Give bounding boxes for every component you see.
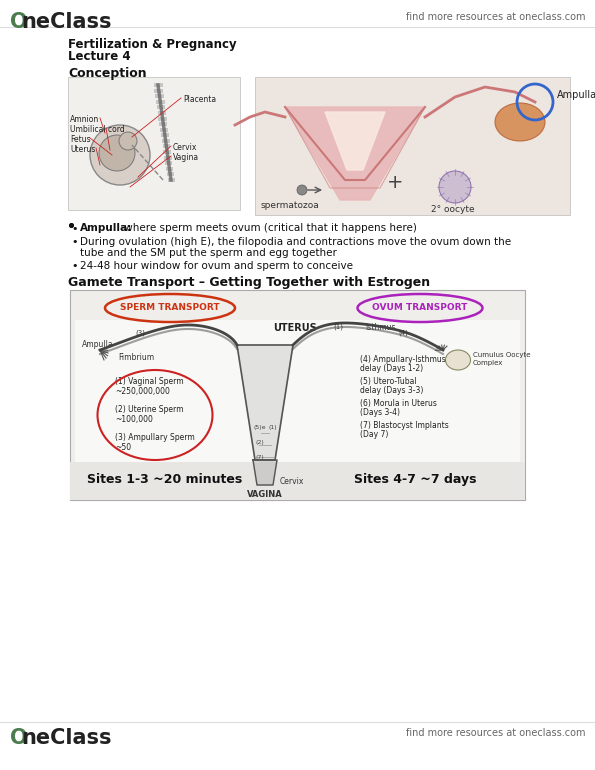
Text: (1): (1) — [333, 323, 343, 330]
Bar — [166, 167, 173, 171]
Text: (3): (3) — [135, 329, 145, 336]
Text: O: O — [10, 12, 27, 32]
Text: find more resources at oneclass.com: find more resources at oneclass.com — [406, 728, 585, 738]
Bar — [161, 133, 169, 137]
Bar — [159, 122, 167, 126]
Bar — [157, 105, 165, 109]
Text: (Day 7): (Day 7) — [360, 430, 389, 439]
Text: Fertilization & Pregnancy: Fertilization & Pregnancy — [68, 38, 237, 51]
Polygon shape — [285, 107, 425, 200]
Text: ~100,000: ~100,000 — [115, 415, 153, 424]
Ellipse shape — [446, 350, 471, 370]
Text: Gamete Transport – Getting Together with Estrogen: Gamete Transport – Getting Together with… — [68, 276, 430, 289]
Text: Placenta: Placenta — [183, 95, 216, 103]
Bar — [156, 100, 165, 104]
Bar — [158, 116, 167, 121]
Text: 2° oocyte: 2° oocyte — [431, 205, 475, 214]
Bar — [165, 161, 173, 166]
Text: spermatozoa: spermatozoa — [261, 201, 320, 210]
Text: (2): (2) — [256, 440, 264, 445]
Text: Vagina: Vagina — [173, 152, 199, 162]
Text: Amnion: Amnion — [70, 115, 99, 123]
Text: +: + — [387, 173, 403, 192]
Text: Cumulus Oocyte
Complex: Cumulus Oocyte Complex — [473, 352, 531, 366]
Circle shape — [297, 185, 307, 195]
Text: (2) Uterine Sperm: (2) Uterine Sperm — [115, 405, 183, 414]
Polygon shape — [237, 345, 293, 460]
Text: neClass: neClass — [21, 12, 111, 32]
Text: UTERUS: UTERUS — [273, 323, 317, 333]
Text: •: • — [71, 224, 77, 234]
Text: ~250,000,000: ~250,000,000 — [115, 387, 170, 396]
Text: ~50: ~50 — [115, 443, 131, 452]
Text: Isthmus: Isthmus — [365, 323, 396, 332]
Polygon shape — [253, 460, 277, 485]
Text: Ampulla:: Ampulla: — [80, 223, 132, 233]
Circle shape — [439, 171, 471, 203]
Text: Umbilical cord: Umbilical cord — [70, 125, 125, 133]
Text: VAGINA: VAGINA — [247, 490, 283, 499]
Bar — [70, 290, 525, 500]
Bar — [162, 139, 170, 143]
Text: During ovulation (high E), the filopodia and contractions move the ovum down the: During ovulation (high E), the filopodia… — [80, 237, 511, 247]
Text: Sites 1-3 ~20 minutes: Sites 1-3 ~20 minutes — [87, 473, 243, 486]
Bar — [168, 178, 174, 182]
Text: Uterus: Uterus — [70, 145, 95, 153]
Text: Conception: Conception — [68, 67, 146, 80]
Text: Lecture 4: Lecture 4 — [68, 50, 131, 63]
Circle shape — [99, 135, 135, 171]
Circle shape — [90, 125, 150, 185]
Ellipse shape — [495, 103, 545, 141]
Circle shape — [119, 132, 137, 150]
Text: (7): (7) — [256, 455, 264, 460]
Text: find more resources at oneclass.com: find more resources at oneclass.com — [406, 12, 585, 22]
Bar — [155, 94, 164, 99]
Text: (3) Ampullary Sperm: (3) Ampullary Sperm — [115, 433, 195, 442]
Text: 24-48 hour window for ovum and sperm to conceive: 24-48 hour window for ovum and sperm to … — [80, 261, 353, 271]
Bar — [154, 83, 162, 87]
Text: (6) Morula in Uterus: (6) Morula in Uterus — [360, 399, 437, 408]
Bar — [158, 111, 166, 115]
Text: (7) Blastocyst Implants: (7) Blastocyst Implants — [360, 421, 449, 430]
Text: Ampulla: Ampulla — [557, 90, 595, 100]
Text: delay (Days 1-2): delay (Days 1-2) — [360, 364, 423, 373]
Bar — [154, 89, 163, 92]
Text: OVUM TRANSPORT: OVUM TRANSPORT — [372, 303, 468, 313]
Bar — [162, 145, 170, 149]
Text: Cervix: Cervix — [173, 142, 198, 152]
Bar — [160, 128, 168, 132]
Text: delay (Days 3-3): delay (Days 3-3) — [360, 386, 424, 395]
Text: (Days 3-4): (Days 3-4) — [360, 408, 400, 417]
Text: tube and the SM put the sperm and egg together: tube and the SM put the sperm and egg to… — [80, 248, 337, 258]
Bar — [75, 320, 520, 495]
Text: SPERM TRANSPORT: SPERM TRANSPORT — [120, 303, 220, 313]
Text: •: • — [71, 261, 77, 271]
Text: Sites 4-7 ~7 days: Sites 4-7 ~7 days — [354, 473, 476, 486]
Text: (4): (4) — [398, 329, 408, 336]
Text: (5) Utero-Tubal: (5) Utero-Tubal — [360, 377, 416, 386]
Text: (4) Ampullary-Isthmus: (4) Ampullary-Isthmus — [360, 355, 446, 364]
Bar — [68, 77, 240, 210]
Text: neClass: neClass — [21, 728, 111, 748]
Text: (5)e: (5)e — [253, 425, 266, 430]
Polygon shape — [325, 112, 385, 170]
Text: Fimbrium: Fimbrium — [118, 353, 154, 362]
Text: Cervix: Cervix — [280, 477, 305, 486]
Text: Ampulla: Ampulla — [82, 340, 114, 349]
Text: (1) Vaginal Sperm: (1) Vaginal Sperm — [115, 377, 184, 386]
Text: where sperm meets ovum (critical that it happens here): where sperm meets ovum (critical that it… — [121, 223, 417, 233]
Bar — [255, 77, 570, 215]
Text: Fetus: Fetus — [70, 135, 90, 143]
Bar — [164, 156, 172, 159]
Text: O: O — [10, 728, 27, 748]
Text: (1): (1) — [269, 425, 277, 430]
Bar — [167, 172, 174, 176]
Text: •: • — [71, 237, 77, 247]
Bar — [70, 462, 525, 500]
Bar — [164, 150, 171, 154]
